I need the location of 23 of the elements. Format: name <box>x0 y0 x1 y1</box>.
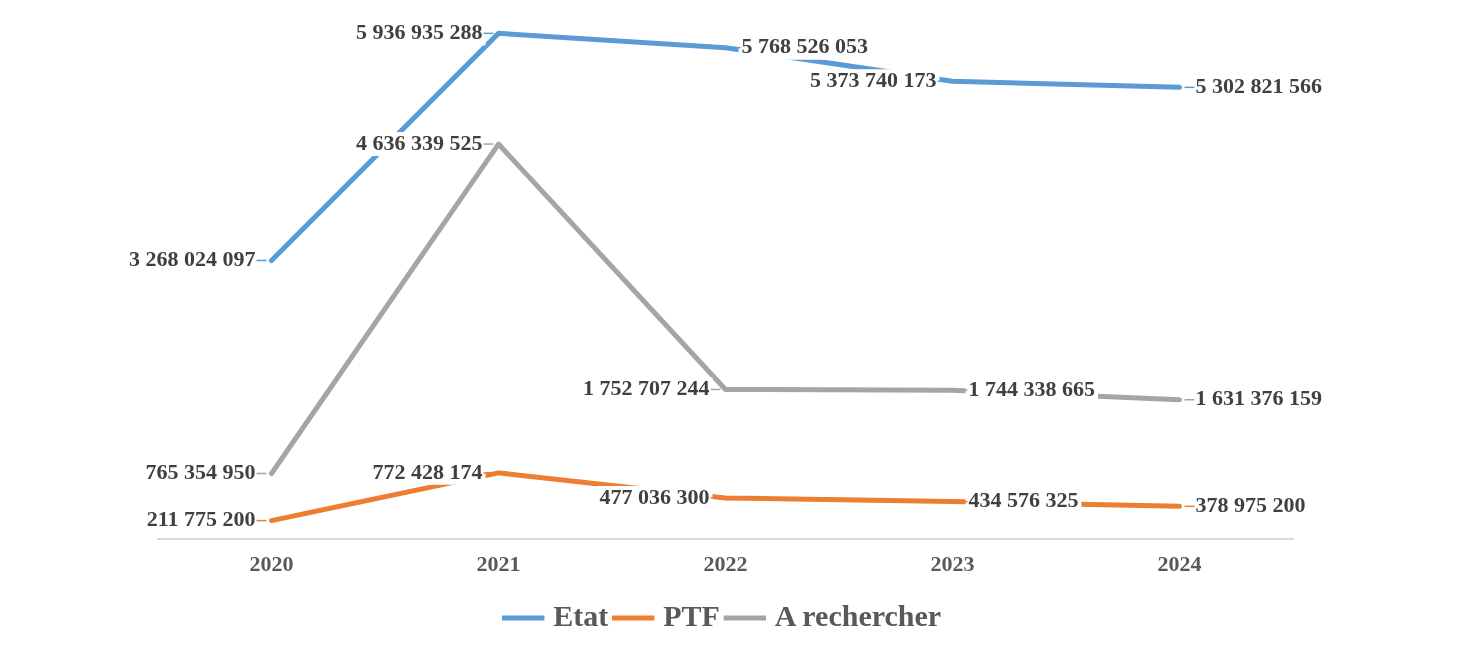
data-label: 5 768 526 053 <box>741 33 868 59</box>
data-label: 4 636 339 525 <box>356 129 483 155</box>
data-label: 772 428 174 <box>372 458 483 484</box>
legend-label: Etat <box>553 598 609 632</box>
data-label: 3 268 024 097 <box>129 246 256 272</box>
data-label: 211 775 200 <box>146 506 256 532</box>
data-label: 1 744 338 665 <box>968 375 1095 401</box>
data-label: 5 302 821 566 <box>1195 73 1322 99</box>
x-tick-label: 2021 <box>476 551 521 577</box>
data-label: 477 036 300 <box>599 483 710 509</box>
data-label: 5 373 740 173 <box>810 66 937 92</box>
data-label: 765 354 950 <box>145 459 256 485</box>
data-label: 1 631 376 159 <box>1195 385 1322 411</box>
x-tick-label: 2023 <box>930 551 975 577</box>
legend-label: A rechercher <box>774 598 942 632</box>
data-label: 434 576 325 <box>968 487 1079 513</box>
data-label: 5 936 935 288 <box>356 19 483 45</box>
x-tick-label: 2020 <box>249 551 294 577</box>
x-tick-label: 2022 <box>703 551 748 577</box>
x-tick-label: 2024 <box>1157 551 1202 577</box>
data-label: 378 975 200 <box>1195 492 1306 518</box>
data-label: 1 752 707 244 <box>583 375 710 401</box>
legend-label: PTF <box>663 598 720 632</box>
